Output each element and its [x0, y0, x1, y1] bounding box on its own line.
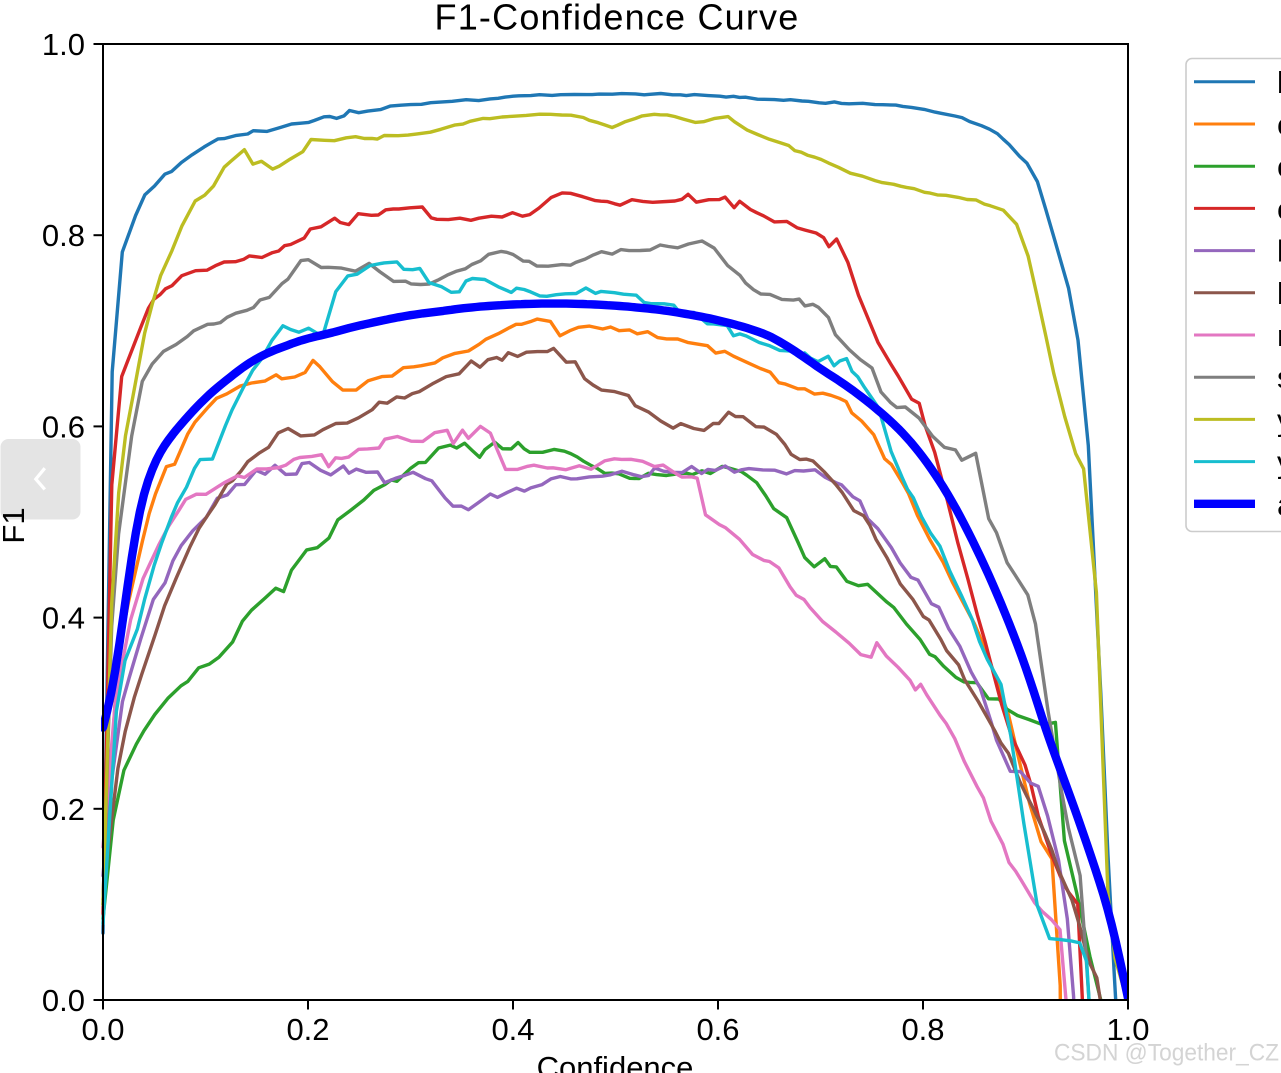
svg-text:0.6: 0.6	[42, 409, 85, 444]
svg-text:CSDN @Together_CZ: CSDN @Together_CZ	[1054, 1040, 1279, 1067]
svg-text:rider: rider	[1277, 318, 1281, 353]
svg-text:F1: F1	[0, 507, 31, 543]
svg-text:boat: boat	[1277, 276, 1281, 311]
svg-text:0.4: 0.4	[42, 601, 85, 636]
svg-text:yam: yam	[1277, 445, 1281, 480]
svg-text:0.2: 0.2	[42, 792, 85, 827]
svg-text:F1-Confidence Curve: F1-Confidence Curve	[435, 0, 800, 38]
svg-text:all classes 0.73 at 0.423: all classes 0.73 at 0.423	[1277, 487, 1281, 522]
svg-text:sign: sign	[1277, 360, 1281, 395]
svg-text:cat: cat	[1277, 149, 1281, 184]
svg-text:Confidence: Confidence	[537, 1050, 694, 1073]
svg-text:0.6: 0.6	[696, 1012, 739, 1047]
svg-text:bus: bus	[1277, 65, 1281, 100]
svg-text:cow: cow	[1277, 191, 1281, 226]
svg-text:yak: yak	[1277, 402, 1281, 437]
svg-text:0.8: 0.8	[42, 218, 85, 253]
svg-text:car: car	[1277, 107, 1281, 142]
svg-text:0.8: 0.8	[901, 1012, 944, 1047]
svg-text:1.0: 1.0	[1106, 1012, 1149, 1047]
svg-text:1.0: 1.0	[42, 27, 85, 62]
svg-text:bird: bird	[1277, 234, 1281, 269]
svg-text:0.4: 0.4	[491, 1012, 534, 1047]
svg-text:0.2: 0.2	[286, 1012, 329, 1047]
svg-text:0.0: 0.0	[42, 983, 85, 1018]
svg-text:0.0: 0.0	[81, 1012, 124, 1047]
